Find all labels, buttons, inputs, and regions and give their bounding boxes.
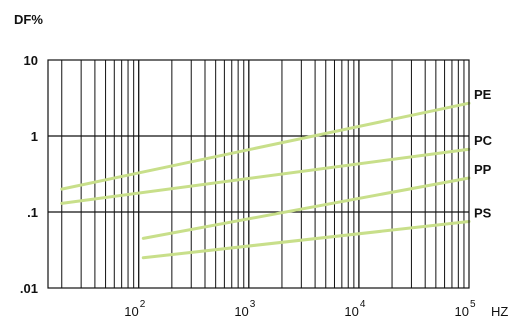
series-line-pe [60,101,471,191]
x-tick-exponent: 4 [360,299,366,310]
y-tick-label: 10 [24,53,38,68]
x-tick-exponent: 3 [250,299,256,310]
series-labels: PE PC PP PS [474,87,493,220]
x-tick-label: 10 [455,304,469,319]
y-tick-labels: 10 1 .1 .01 [20,53,38,296]
series-label-pp: PP [474,162,492,177]
x-tick-exponent: 2 [140,299,146,310]
y-axis-label: DF% [14,12,43,27]
y-tick-label: 1 [31,129,38,144]
x-tick-label: 10 [344,304,358,319]
series-line-pc [60,147,471,205]
x-tick-label: 10 [234,304,248,319]
series-label-ps: PS [474,205,492,220]
series-line-ps [141,219,471,260]
x-tick-label: 10 [124,304,138,319]
series-label-pc: PC [474,133,493,148]
x-axis-label: HZ [491,304,508,319]
plot-frame [47,59,470,289]
x-tick-labels: 10 2 10 3 10 4 10 5 [124,299,476,319]
series-line-pp [141,176,471,240]
grid [48,60,469,288]
x-tick-exponent: 5 [470,299,476,310]
y-tick-label: .01 [20,281,38,296]
series-lines [60,101,471,260]
series-label-pe: PE [474,87,492,102]
y-tick-label: .1 [27,205,38,220]
